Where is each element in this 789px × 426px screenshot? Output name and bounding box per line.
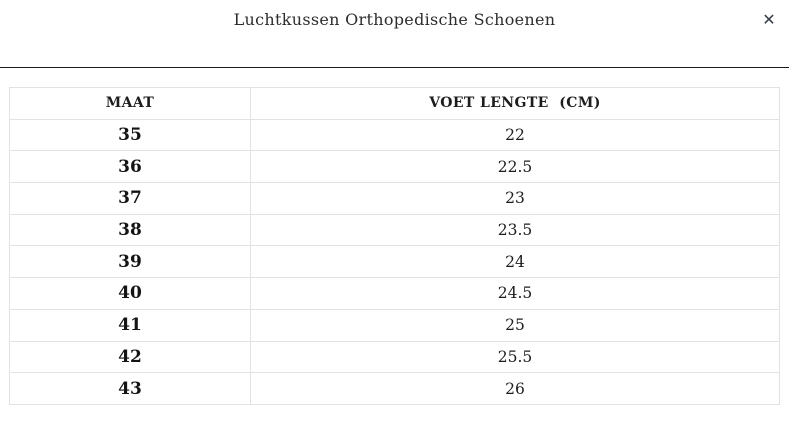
- size-chart-table: MAAT VOET LENGTE (CM) 35 22 36 22.5 37 2…: [9, 87, 780, 405]
- length-cell: 24: [250, 245, 780, 279]
- table-header-row: MAAT VOET LENGTE (CM): [9, 87, 780, 120]
- size-cell: 35: [9, 118, 251, 152]
- size-cell: 43: [9, 372, 251, 405]
- table-row: 41 25: [9, 308, 780, 342]
- length-cell: 26: [250, 372, 780, 405]
- modal-title: Luchtkussen Orthopedische Schoenen: [233, 10, 556, 29]
- size-cell: 36: [9, 150, 251, 184]
- size-cell: 37: [9, 182, 251, 215]
- size-cell: 39: [9, 245, 251, 279]
- length-cell: 25.5: [250, 340, 780, 374]
- length-cell: 24.5: [250, 277, 780, 310]
- close-icon: ✕: [762, 10, 776, 29]
- table-row: 39 24: [9, 245, 780, 279]
- table-row: 40 24.5: [9, 277, 780, 310]
- table-row: 35 22: [9, 118, 780, 152]
- size-cell: 38: [9, 213, 251, 247]
- length-cell: 23: [250, 182, 780, 215]
- length-cell: 23.5: [250, 213, 780, 247]
- length-cell: 22: [250, 118, 780, 152]
- size-cell: 41: [9, 308, 251, 342]
- length-cell: 25: [250, 308, 780, 342]
- table-row: 37 23: [9, 182, 780, 215]
- column-header-maat: MAAT: [9, 87, 251, 120]
- size-chart-container: MAAT VOET LENGTE (CM) 35 22 36 22.5 37 2…: [9, 87, 780, 405]
- table-row: 38 23.5: [9, 213, 780, 247]
- size-cell: 40: [9, 277, 251, 310]
- modal-header: Luchtkussen Orthopedische Schoenen ✕: [0, 0, 789, 68]
- length-cell: 22.5: [250, 150, 780, 184]
- table-row: 42 25.5: [9, 340, 780, 374]
- close-button[interactable]: ✕: [756, 7, 782, 33]
- table-row: 36 22.5: [9, 150, 780, 184]
- table-row: 43 26: [9, 372, 780, 405]
- column-header-voet-lengte: VOET LENGTE (CM): [250, 87, 780, 120]
- size-cell: 42: [9, 340, 251, 374]
